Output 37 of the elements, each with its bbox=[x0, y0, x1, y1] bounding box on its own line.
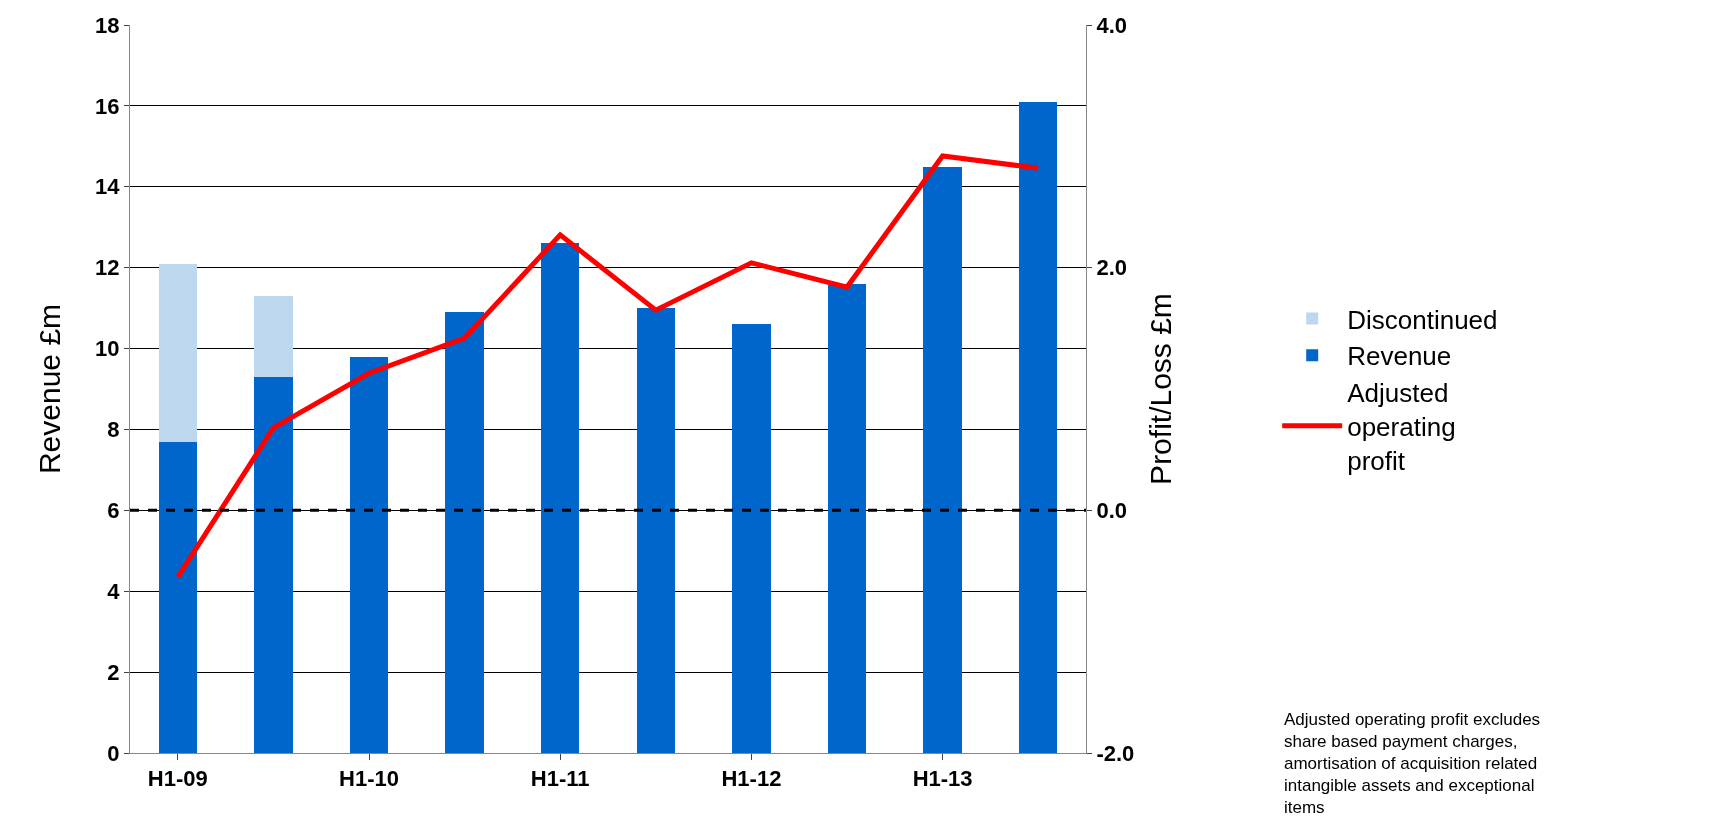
y-tick-label: 6 bbox=[107, 498, 120, 524]
bar bbox=[827, 283, 867, 753]
legend-label: Adjusted operating profit bbox=[1347, 378, 1456, 476]
y-tick-label: 2 bbox=[107, 659, 120, 685]
y2-tick-label: 2.0 bbox=[1096, 255, 1127, 281]
y-tick-label: 16 bbox=[95, 93, 120, 119]
bar bbox=[445, 312, 484, 753]
bar bbox=[254, 295, 293, 377]
bar bbox=[636, 308, 675, 753]
legend-label: Discontinued bbox=[1347, 304, 1498, 335]
bar bbox=[1019, 101, 1058, 753]
y2-tick-label: -2.0 bbox=[1096, 740, 1135, 766]
y-tick-label: 0 bbox=[107, 740, 120, 766]
x-tick-label: H1-13 bbox=[912, 766, 973, 792]
x-tick-label: H1-11 bbox=[530, 766, 590, 792]
bar bbox=[254, 376, 293, 753]
y-tick-label: 14 bbox=[95, 174, 121, 200]
y-tick-label: 8 bbox=[107, 417, 120, 443]
y-tick-label: 10 bbox=[95, 336, 120, 362]
y2-tick-label: 0.0 bbox=[1096, 498, 1127, 524]
x-tick-label: H1-12 bbox=[721, 766, 782, 792]
bar bbox=[158, 263, 197, 442]
y2-axis-title: Profit/Loss £m bbox=[1144, 293, 1177, 485]
y-tick-label: 12 bbox=[95, 255, 120, 281]
y2-tick-label: 4.0 bbox=[1096, 12, 1127, 38]
legend-label: Revenue bbox=[1347, 341, 1452, 372]
text: Adjusted operating profit excludes share based payment charges, amortisation of acquisition related intangible assets and exceptional items bbox=[1284, 710, 1541, 818]
bar bbox=[349, 356, 389, 753]
y-axis-title: Revenue £m bbox=[33, 303, 66, 475]
bar bbox=[541, 243, 580, 753]
y-tick-label: 18 bbox=[95, 12, 120, 38]
bar bbox=[158, 441, 197, 753]
x-tick-label: H1-09 bbox=[147, 766, 208, 792]
bar bbox=[923, 166, 962, 753]
bar bbox=[732, 324, 771, 753]
y-tick-label: 4 bbox=[107, 578, 121, 604]
x-tick-label: H1-10 bbox=[339, 766, 399, 792]
